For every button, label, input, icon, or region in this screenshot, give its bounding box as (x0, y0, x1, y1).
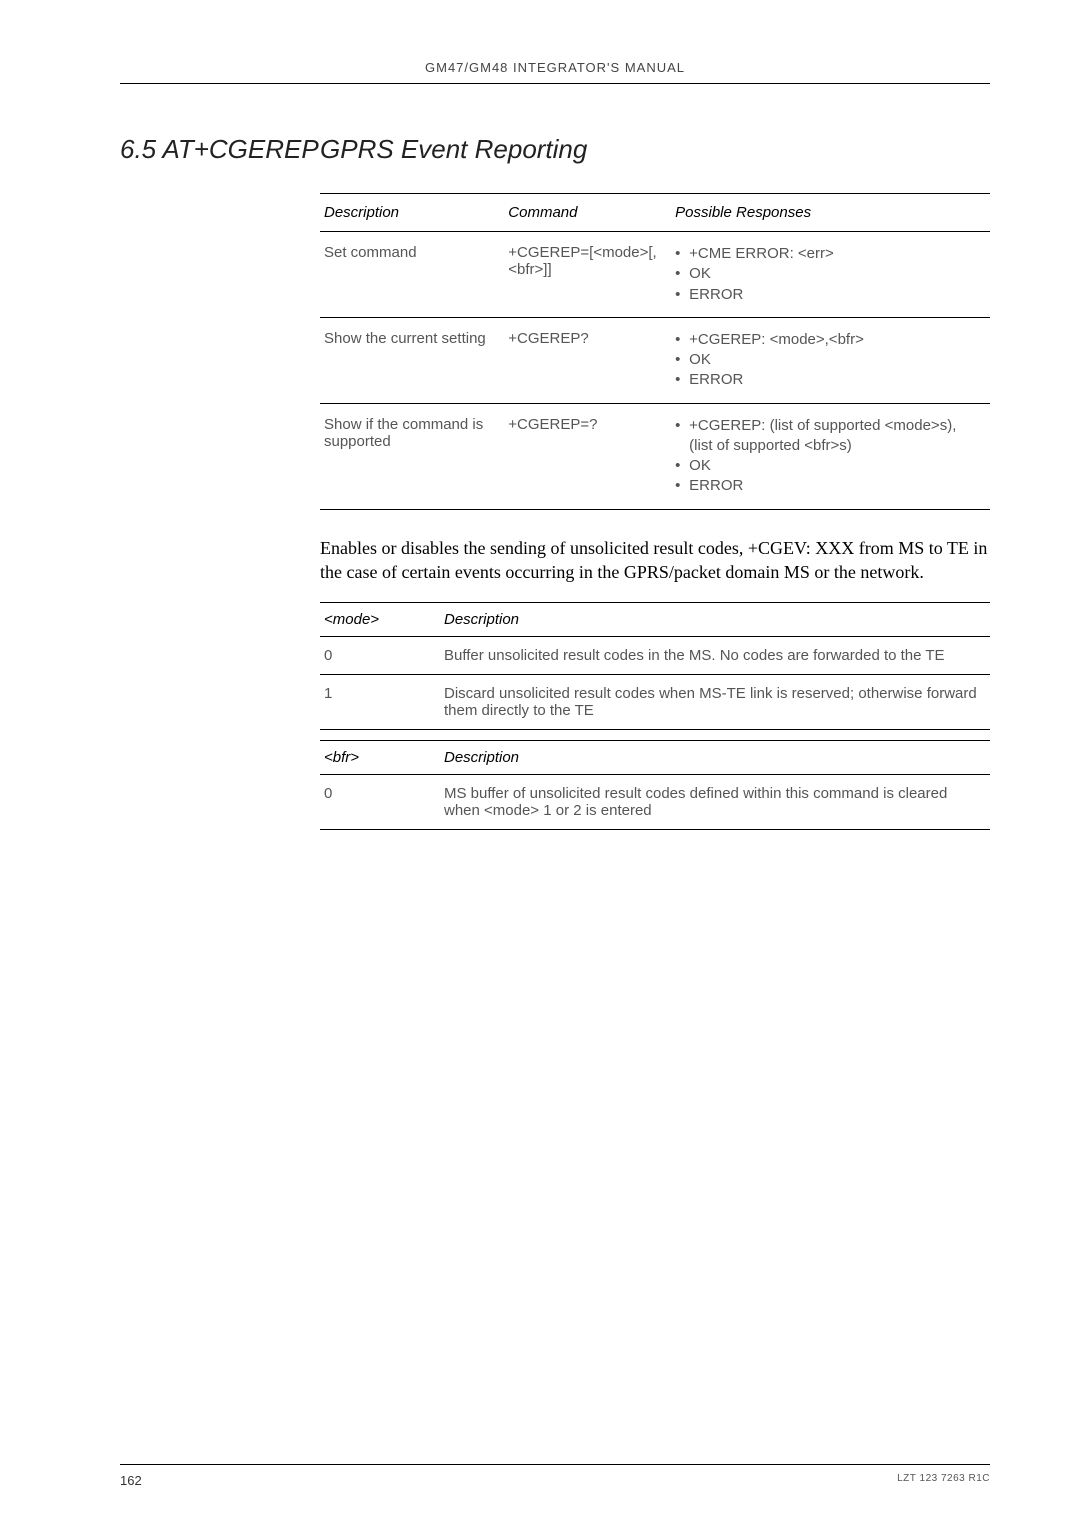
bfr-th-desc: Description (440, 741, 990, 775)
resp-item: ERROR (675, 370, 978, 390)
mode-th-key: <mode> (320, 603, 440, 637)
cell-cmd: +CGEREP=[<mode>[,<bfr>]] (504, 232, 671, 318)
table-row: Show the current setting +CGEREP? +CGERE… (320, 317, 990, 403)
cell-val: Buffer unsolicited result codes in the M… (440, 637, 990, 675)
cell-desc: Show if the command is supported (320, 403, 504, 509)
section-number: 6.5 AT+CGEREP (120, 134, 320, 165)
doc-id: LZT 123 7263 R1C (897, 1473, 990, 1488)
cell-cmd: +CGEREP? (504, 317, 671, 403)
resp-item: OK (675, 264, 978, 284)
section-heading: 6.5 AT+CGEREP GPRS Event Reporting (120, 134, 990, 165)
head-rule (120, 83, 990, 84)
cell-key: 0 (320, 637, 440, 675)
cmd-th-desc: Description (320, 194, 504, 232)
resp-item: ERROR (675, 476, 978, 496)
cell-val: Discard unsolicited result codes when MS… (440, 675, 990, 730)
resp-item: +CGEREP: <mode>,<bfr> (675, 330, 978, 350)
table-row: 0 Buffer unsolicited result codes in the… (320, 637, 990, 675)
page-footer: 162 LZT 123 7263 R1C (120, 1464, 990, 1488)
cell-val: MS buffer of unsolicited result codes de… (440, 775, 990, 830)
table-row: Set command +CGEREP=[<mode>[,<bfr>]] +CM… (320, 232, 990, 318)
cell-desc: Show the current setting (320, 317, 504, 403)
cmd-th-resp: Possible Responses (671, 194, 990, 232)
resp-item: +CME ERROR: <err> (675, 244, 978, 264)
resp-item: ERROR (675, 285, 978, 305)
running-head: GM47/GM48 INTEGRATOR'S MANUAL (120, 60, 990, 75)
body-paragraph: Enables or disables the sending of unsol… (320, 536, 990, 585)
cell-cmd: +CGEREP=? (504, 403, 671, 509)
table-row: 1 Discard unsolicited result codes when … (320, 675, 990, 730)
mode-th-desc: Description (440, 603, 990, 637)
resp-item: OK (675, 350, 978, 370)
cell-key: 0 (320, 775, 440, 830)
page-container: GM47/GM48 INTEGRATOR'S MANUAL 6.5 AT+CGE… (0, 0, 1080, 1528)
page-number: 162 (120, 1473, 142, 1488)
cmd-th-cmd: Command (504, 194, 671, 232)
resp-item: +CGEREP: (list of supported <mode>s),(li… (675, 416, 978, 457)
mode-table: <mode> Description 0 Buffer unsolicited … (320, 602, 990, 730)
section-title: GPRS Event Reporting (320, 134, 587, 165)
cell-resp: +CGEREP: (list of supported <mode>s),(li… (671, 403, 990, 509)
cell-resp: +CGEREP: <mode>,<bfr> OK ERROR (671, 317, 990, 403)
table-row: 0 MS buffer of unsolicited result codes … (320, 775, 990, 830)
bfr-table: <bfr> Description 0 MS buffer of unsolic… (320, 740, 990, 830)
cell-key: 1 (320, 675, 440, 730)
command-table: Description Command Possible Responses S… (320, 193, 990, 510)
cell-resp: +CME ERROR: <err> OK ERROR (671, 232, 990, 318)
content-column: Description Command Possible Responses S… (320, 193, 990, 830)
resp-item: OK (675, 456, 978, 476)
cell-desc: Set command (320, 232, 504, 318)
bfr-th-key: <bfr> (320, 741, 440, 775)
table-row: Show if the command is supported +CGEREP… (320, 403, 990, 509)
